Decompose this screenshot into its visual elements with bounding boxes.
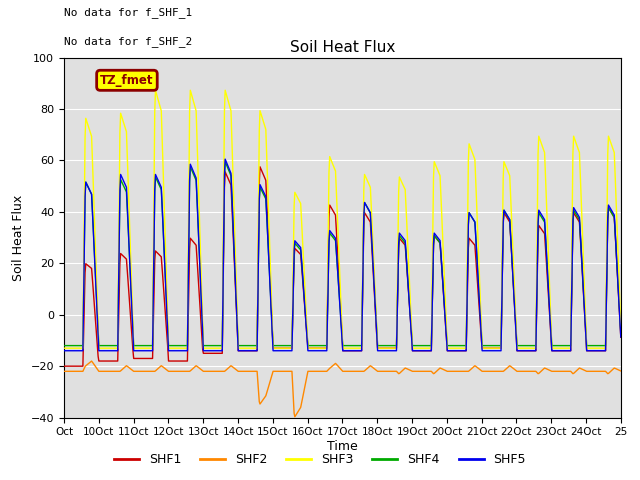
- X-axis label: Time: Time: [327, 440, 358, 453]
- Title: Soil Heat Flux: Soil Heat Flux: [290, 40, 395, 55]
- Legend: SHF1, SHF2, SHF3, SHF4, SHF5: SHF1, SHF2, SHF3, SHF4, SHF5: [109, 448, 531, 471]
- Y-axis label: Soil Heat Flux: Soil Heat Flux: [12, 194, 25, 281]
- Text: TZ_fmet: TZ_fmet: [100, 74, 154, 87]
- Text: No data for f_SHF_2: No data for f_SHF_2: [64, 36, 192, 47]
- Text: No data for f_SHF_1: No data for f_SHF_1: [64, 7, 192, 18]
